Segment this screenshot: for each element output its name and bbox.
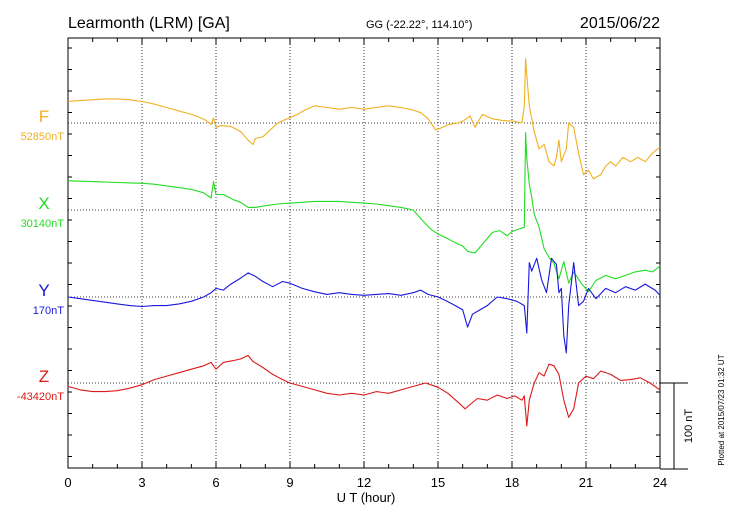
x-tick-label: 0 [64,475,71,490]
component-labels: F 52850nT X 30140nT Y 170nT Z -43420nT [17,107,64,403]
series-f-baseline: 52850nT [21,131,65,143]
axis-ticks [67,38,661,468]
station-coordinates: GG (-22.22°, 114.10°) [366,19,472,31]
chart-date: 2015/06/22 [580,15,660,32]
series-x-baseline: 30140nT [21,218,65,230]
scale-bar-label: 100 nT [683,409,695,444]
x-tick-label: 6 [212,475,219,490]
series-f-name: F [39,107,49,126]
scale-bar: 100 nT [660,382,695,470]
series-z-baseline: -43420nT [17,391,64,403]
x-tick-label: 9 [286,475,293,490]
grid [68,38,660,468]
x-tick-label: 12 [357,475,371,490]
plotted-timestamp: Plotted at 2015/07/23 01:32 UT [717,354,726,465]
x-axis-title: U T (hour) [337,490,396,505]
series-y-name: Y [38,281,49,300]
x-tick-label: 18 [505,475,519,490]
x-tick-label: 15 [431,475,445,490]
series-f-line [67,57,661,180]
x-tick-label: 3 [138,475,145,490]
series-y-line [67,257,661,354]
series-x-name: X [38,194,49,213]
x-tick-label: 24 [653,475,667,490]
plot-frame [67,37,661,469]
x-tick-label: 21 [579,475,593,490]
station-title: Learmonth (LRM) [GA] [68,15,230,32]
series-group [67,57,661,427]
series-y-baseline: 170nT [33,305,64,317]
x-tick-labels: 0 3 6 9 12 15 18 21 24 [64,475,667,490]
series-x-line [67,132,661,293]
series-z-line [67,354,661,427]
series-z-name: Z [39,367,49,386]
